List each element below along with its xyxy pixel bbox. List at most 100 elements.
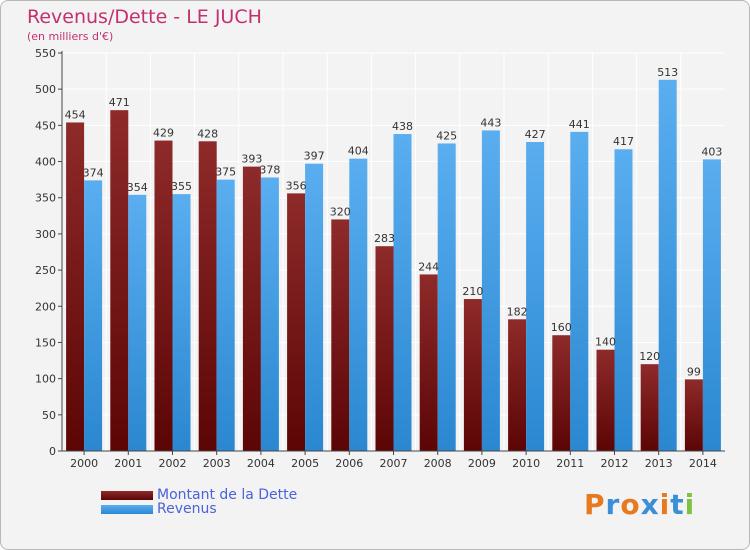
logo-letter: r [605, 488, 621, 521]
dette-bar [198, 141, 217, 451]
x-tick-label: 2010 [512, 457, 540, 470]
dette-value-label: 182 [507, 305, 528, 318]
logo-letter: x [640, 488, 660, 521]
dette-bar [552, 335, 571, 451]
revenus-bar [128, 194, 147, 451]
dette-bar [287, 193, 306, 452]
chart-title: Revenus/Dette - LE JUCH [27, 6, 262, 28]
x-tick-label: 2008 [424, 457, 452, 470]
revenus-bar [84, 180, 103, 452]
y-tick-label: 250 [35, 264, 56, 277]
dette-value-label: 428 [197, 127, 218, 140]
x-tick-label: 2012 [601, 457, 629, 470]
dette-bar [154, 140, 173, 451]
x-tick-label: 2006 [335, 457, 363, 470]
dette-value-label: 429 [153, 127, 174, 140]
logo-letter: o [620, 488, 641, 521]
y-tick-label: 500 [35, 83, 56, 96]
revenus-bar [658, 79, 677, 452]
dette-value-label: 320 [330, 205, 351, 218]
y-tick-label: 150 [35, 336, 56, 349]
revenus-value-label: 374 [83, 166, 104, 179]
logo-letter: i [684, 488, 696, 521]
dette-value-label: 140 [595, 336, 616, 349]
dette-bar [66, 122, 85, 452]
y-tick-label: 50 [42, 409, 56, 422]
revenus-value-label: 425 [436, 129, 457, 142]
x-tick-label: 2005 [291, 457, 319, 470]
legend-swatch-revenus [101, 504, 153, 514]
revenus-bar [349, 158, 368, 451]
dette-value-label: 120 [639, 350, 660, 363]
axes: 0 50 100 150 200 250 300 350 400 450 500 550 2000 200… [35, 47, 725, 470]
dette-value-label: 99 [687, 365, 701, 378]
legend-label-dette: Montant de la Dette [157, 487, 298, 503]
y-tick-label: 350 [35, 192, 56, 205]
dette-value-label: 393 [241, 153, 262, 166]
y-tick-label: 300 [35, 228, 56, 241]
bars [66, 79, 721, 452]
revenus-value-label: 438 [392, 120, 413, 133]
dette-bar [375, 246, 394, 451]
dette-bar [419, 274, 438, 451]
proxiti-logo: Proxiti [584, 488, 695, 521]
revenus-value-label: 355 [171, 180, 192, 193]
revenus-value-label: 375 [215, 166, 236, 179]
dette-value-label: 210 [462, 285, 483, 298]
y-tick-label: 200 [35, 300, 56, 313]
revenus-bar [437, 143, 456, 452]
x-tick-label: 2013 [645, 457, 673, 470]
dette-value-label: 283 [374, 232, 395, 245]
legend-swatch-dette [101, 490, 153, 500]
revenus-value-label: 443 [480, 116, 501, 129]
revenus-bar [216, 179, 235, 452]
dette-bar [110, 110, 129, 452]
x-tick-label: 2003 [203, 457, 231, 470]
revenus-bar [702, 159, 721, 451]
dette-bar [508, 319, 527, 451]
y-tick-label: 450 [35, 119, 56, 132]
x-tick-label: 2007 [380, 457, 408, 470]
x-tick-label: 2004 [247, 457, 275, 470]
legend-item-dette: Montant de la Dette [101, 487, 297, 503]
y-tick-label: 0 [49, 445, 56, 458]
dette-value-label: 160 [551, 321, 572, 334]
revenus-bar [526, 142, 545, 452]
revenus-value-label: 397 [304, 150, 325, 163]
revenus-bar [172, 194, 191, 452]
legend-item-revenus: Revenus [101, 501, 217, 517]
revenus-value-label: 354 [127, 181, 148, 194]
dette-value-label: 244 [418, 260, 439, 273]
dette-bar [331, 219, 350, 451]
revenus-bar [481, 130, 500, 452]
y-tick-label: 400 [35, 156, 56, 169]
dette-bar [463, 299, 482, 451]
y-tick-label: 100 [35, 373, 56, 386]
dette-bar [596, 349, 615, 451]
x-tick-label: 2011 [556, 457, 584, 470]
x-tick-label: 2009 [468, 457, 496, 470]
dette-bar [242, 166, 261, 452]
x-tick-label: 2002 [159, 457, 187, 470]
revenus-bar [305, 163, 324, 451]
legend-label-revenus: Revenus [157, 501, 217, 517]
dette-bar [640, 364, 659, 451]
revenus-bar [614, 149, 633, 451]
revenus-value-label: 404 [348, 145, 369, 158]
dette-value-label: 454 [65, 108, 86, 121]
revenus-value-label: 417 [613, 135, 634, 148]
x-tick-label: 2014 [689, 457, 717, 470]
x-tick-label: 2000 [70, 457, 98, 470]
revenus-value-label: 378 [259, 163, 280, 176]
logo-letter: i [659, 488, 671, 521]
revenus-bar [570, 131, 589, 452]
dette-value-label: 471 [109, 96, 130, 109]
logo-letter: t [670, 488, 685, 521]
chart-subtitle: (en milliers d'€) [27, 30, 114, 43]
revenus-value-label: 427 [525, 128, 546, 141]
y-tick-label: 550 [35, 47, 56, 60]
x-tick-label: 2001 [114, 457, 142, 470]
revenus-bar [260, 177, 279, 451]
